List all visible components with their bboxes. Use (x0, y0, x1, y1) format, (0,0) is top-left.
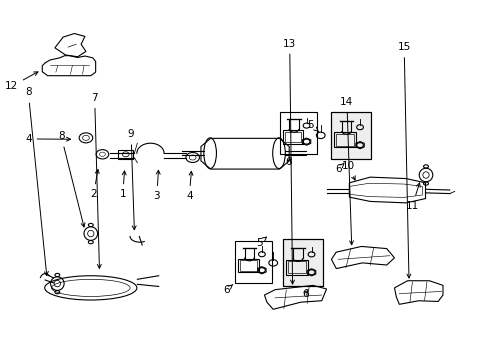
Text: 5: 5 (306, 120, 318, 132)
Bar (283, 239, 322, 287)
Bar (331, 112, 370, 159)
Bar (283, 239, 322, 287)
Text: 15: 15 (397, 42, 410, 278)
Bar (285, 260, 307, 275)
Bar (118, 150, 133, 158)
Bar (331, 112, 370, 159)
Bar (336, 134, 353, 146)
Text: 10: 10 (342, 161, 355, 180)
Text: 1: 1 (119, 171, 126, 199)
Text: 7: 7 (91, 93, 101, 268)
Text: 4: 4 (25, 134, 70, 144)
Text: 8: 8 (58, 131, 85, 227)
Text: 11: 11 (405, 183, 419, 211)
Bar (238, 259, 258, 273)
Text: 3: 3 (153, 170, 160, 201)
Text: 6: 6 (301, 289, 308, 298)
Text: 12: 12 (5, 72, 38, 91)
Text: 13: 13 (283, 39, 296, 284)
Bar (235, 241, 272, 283)
Text: 8: 8 (25, 87, 48, 275)
Text: 6: 6 (223, 284, 232, 295)
Text: 2: 2 (90, 170, 99, 199)
Text: 6: 6 (285, 157, 291, 167)
Text: 9: 9 (127, 129, 136, 230)
Bar (240, 260, 256, 271)
Text: 4: 4 (185, 171, 193, 201)
Text: 6: 6 (334, 163, 344, 174)
Bar (280, 112, 316, 154)
Bar (334, 132, 355, 148)
Text: 5: 5 (256, 237, 266, 248)
Text: 14: 14 (340, 97, 353, 245)
Bar (287, 261, 305, 273)
Bar (284, 132, 301, 142)
Bar (283, 130, 303, 144)
